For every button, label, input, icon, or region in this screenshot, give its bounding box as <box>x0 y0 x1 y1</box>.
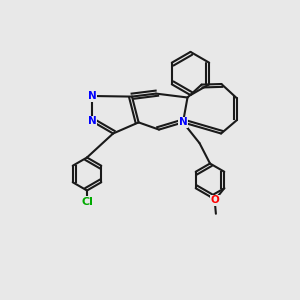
Text: O: O <box>210 195 219 205</box>
Text: N: N <box>178 117 188 128</box>
Text: Cl: Cl <box>81 197 93 207</box>
Text: N: N <box>88 91 97 101</box>
Text: N: N <box>88 116 97 127</box>
